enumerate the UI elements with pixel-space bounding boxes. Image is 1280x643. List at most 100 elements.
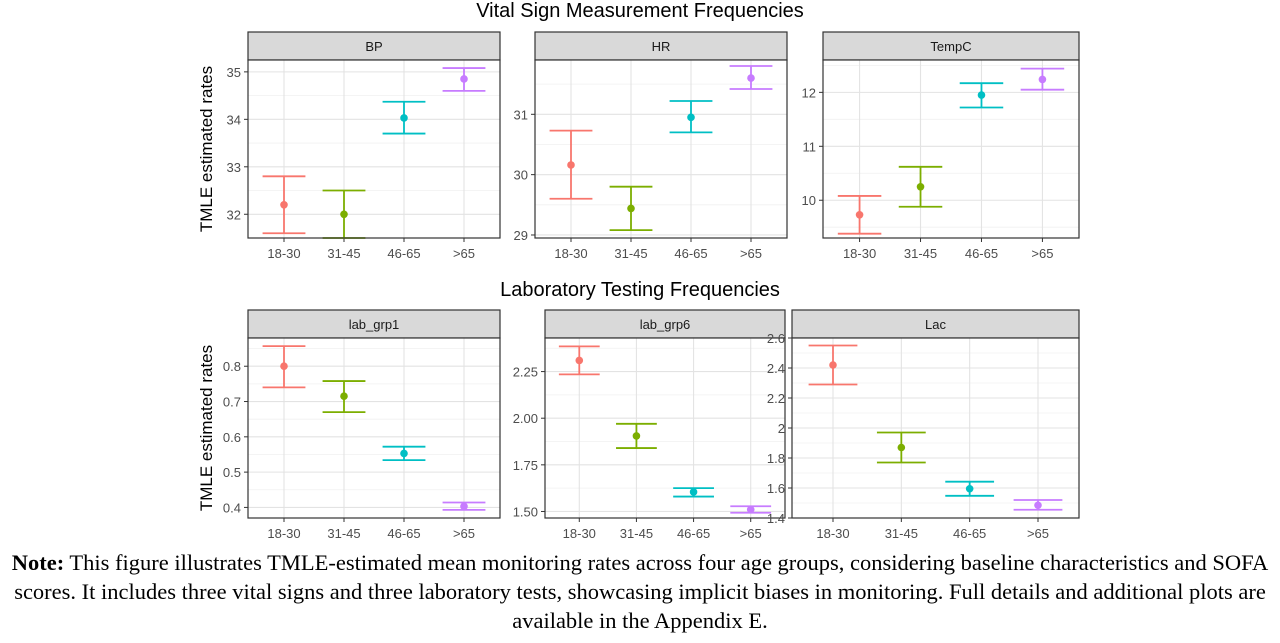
facet-strip-lab_grp1 bbox=[247, 309, 501, 339]
facet-strip-Lac bbox=[791, 309, 1080, 339]
point-estimate-18-30 bbox=[280, 362, 288, 371]
caption-note-label: Note: bbox=[11, 550, 65, 575]
y-tick-label: 2.4 bbox=[767, 361, 785, 376]
y-axis-label: TMLE estimated rates bbox=[197, 66, 216, 232]
y-tick-label: 35 bbox=[227, 65, 241, 80]
y-tick-label: 2.25 bbox=[513, 365, 538, 380]
x-tick-label: 46-65 bbox=[387, 526, 420, 541]
y-tick-label: 1.75 bbox=[513, 458, 538, 473]
y-tick-label: 0.4 bbox=[223, 500, 241, 515]
x-tick-label: 46-65 bbox=[965, 246, 998, 261]
x-tick-label: 31-45 bbox=[614, 246, 647, 261]
panel-background bbox=[248, 338, 500, 518]
point-estimate-31-45 bbox=[632, 432, 641, 440]
chart-title: Vital Sign Measurement Frequencies bbox=[476, 0, 804, 22]
point-estimate-31-45 bbox=[916, 182, 925, 191]
y-tick-label: 34 bbox=[227, 112, 241, 127]
point-estimate->65 bbox=[1034, 501, 1042, 510]
point-estimate-46-65 bbox=[400, 449, 408, 458]
x-tick-label: 31-45 bbox=[620, 526, 653, 541]
panel-border bbox=[247, 337, 501, 519]
facet-strip-lab_grp6 bbox=[544, 309, 786, 339]
y-tick-label: 30 bbox=[514, 168, 528, 183]
facet-label-HR: HR bbox=[652, 39, 671, 54]
point-estimate->65 bbox=[460, 75, 468, 83]
panel-background bbox=[823, 60, 1079, 238]
y-tick-label: 2.6 bbox=[767, 331, 785, 346]
x-tick-label: >65 bbox=[740, 246, 762, 261]
y-tick-label: 2.00 bbox=[513, 411, 538, 426]
x-tick-label: 18-30 bbox=[267, 526, 300, 541]
point-estimate-18-30 bbox=[280, 200, 288, 209]
point-estimate-46-65 bbox=[400, 114, 408, 122]
facet-label-Lac: Lac bbox=[925, 317, 946, 332]
y-tick-label: 1.4 bbox=[767, 511, 785, 526]
figure-caption: Note: This figure illustrates TMLE-estim… bbox=[0, 548, 1280, 635]
x-tick-label: 31-45 bbox=[885, 526, 918, 541]
x-tick-label: >65 bbox=[740, 526, 762, 541]
point-estimate-18-30 bbox=[855, 211, 864, 219]
faceted-errorbar-figure: Vital Sign Measurement Frequencies TMLE e… bbox=[197, 0, 1080, 541]
panel-background bbox=[535, 60, 787, 238]
x-tick-label: >65 bbox=[453, 526, 475, 541]
x-tick-label: >65 bbox=[453, 246, 475, 261]
x-tick-label: 18-30 bbox=[816, 526, 849, 541]
point-estimate-46-65 bbox=[687, 113, 695, 122]
point-estimate->65 bbox=[747, 74, 755, 82]
point-estimate->65 bbox=[1038, 75, 1047, 84]
x-tick-label: 46-65 bbox=[387, 246, 420, 261]
x-tick-label: >65 bbox=[1031, 246, 1053, 261]
y-tick-label: 2 bbox=[778, 421, 785, 436]
y-tick-label: 1.6 bbox=[767, 481, 785, 496]
x-tick-label: 18-30 bbox=[554, 246, 587, 261]
y-tick-label: 0.7 bbox=[223, 395, 241, 410]
x-tick-label: 31-45 bbox=[327, 246, 360, 261]
x-tick-label: 18-30 bbox=[267, 246, 300, 261]
y-tick-label: 31 bbox=[514, 107, 528, 122]
x-tick-label: 46-65 bbox=[953, 526, 986, 541]
point-estimate-31-45 bbox=[627, 204, 635, 213]
y-tick-label: 12 bbox=[802, 85, 816, 100]
x-tick-label: 46-65 bbox=[677, 526, 710, 541]
y-tick-label: 11 bbox=[803, 139, 817, 154]
point-estimate-31-45 bbox=[340, 210, 348, 219]
y-tick-label: 32 bbox=[227, 207, 241, 222]
panel-background bbox=[248, 60, 500, 238]
point-estimate-18-30 bbox=[567, 161, 575, 169]
panel-border bbox=[822, 59, 1080, 239]
panel-border bbox=[544, 337, 786, 519]
facet-label-TempC: TempC bbox=[930, 39, 971, 54]
y-tick-label: 10 bbox=[802, 193, 816, 208]
y-tick-label: 1.8 bbox=[767, 451, 785, 466]
x-tick-label: 18-30 bbox=[563, 526, 596, 541]
y-tick-label: 2.2 bbox=[767, 391, 785, 406]
y-axis-label: TMLE estimated rates bbox=[197, 345, 216, 511]
point-estimate-46-65 bbox=[965, 484, 974, 493]
point-estimate-18-30 bbox=[829, 361, 837, 369]
point-estimate-31-45 bbox=[340, 392, 348, 401]
panel-border bbox=[791, 337, 1080, 519]
facet-strip-TempC bbox=[822, 31, 1080, 61]
y-tick-label: 1.50 bbox=[513, 504, 538, 519]
point-estimate-46-65 bbox=[977, 91, 986, 99]
x-tick-label: 18-30 bbox=[843, 246, 876, 261]
point-estimate->65 bbox=[746, 505, 755, 514]
point-estimate->65 bbox=[460, 502, 468, 511]
facet-label-lab_grp6: lab_grp6 bbox=[640, 317, 691, 332]
y-tick-label: 0.8 bbox=[223, 359, 241, 374]
caption-text: This figure illustrates TMLE-estimated m… bbox=[14, 550, 1269, 633]
y-tick-label: 33 bbox=[227, 160, 241, 175]
y-tick-label: 29 bbox=[514, 228, 528, 243]
point-estimate-31-45 bbox=[897, 443, 906, 452]
x-tick-label: >65 bbox=[1027, 526, 1049, 541]
point-estimate-46-65 bbox=[689, 488, 698, 496]
y-tick-label: 0.5 bbox=[223, 465, 241, 480]
panel-background bbox=[545, 338, 785, 518]
chart-title: Laboratory Testing Frequencies bbox=[500, 279, 780, 301]
x-tick-label: 31-45 bbox=[904, 246, 937, 261]
x-tick-label: 31-45 bbox=[327, 526, 360, 541]
panel-border bbox=[534, 59, 788, 239]
facet-strip-BP bbox=[247, 31, 501, 61]
facet-strip-HR bbox=[534, 31, 788, 61]
facet-label-lab_grp1: lab_grp1 bbox=[349, 317, 400, 332]
